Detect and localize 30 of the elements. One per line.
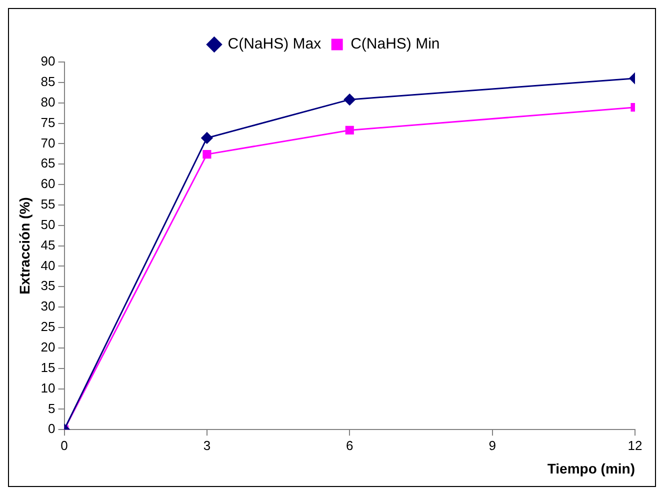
y-axis-title: Extracción (%) — [16, 197, 32, 294]
y-tick-label: 80 — [40, 94, 56, 110]
y-tick-label: 60 — [40, 176, 56, 192]
y-tick-label: 90 — [40, 54, 56, 69]
x-tick-label: 6 — [346, 438, 354, 453]
y-tick-label: 75 — [40, 114, 56, 130]
y-tick-label: 65 — [40, 156, 56, 171]
y-tick-label: 45 — [40, 237, 56, 252]
y-tick-label: 40 — [40, 258, 56, 273]
legend-label: C(NaHS) Min — [350, 36, 440, 53]
y-tick-label: 55 — [40, 196, 56, 212]
x-axis-title: Tiempo (min) — [547, 460, 635, 476]
legend-label: C(NaHS) Max — [228, 36, 322, 53]
x-tick-label: 12 — [628, 438, 642, 453]
x-tick-label: 0 — [60, 438, 68, 453]
y-tick-label: 20 — [40, 339, 56, 354]
y-tick-label: 35 — [40, 278, 56, 294]
x-tick-label: 3 — [203, 438, 211, 453]
y-tick-label: 70 — [40, 135, 56, 150]
y-tick-label: 30 — [40, 298, 56, 314]
y-tick-label: 15 — [40, 360, 56, 375]
x-tick-label: 9 — [488, 438, 496, 453]
y-tick-label: 85 — [40, 74, 56, 89]
y-tick-label: 25 — [40, 319, 56, 334]
y-tick-label: 10 — [40, 380, 56, 396]
point — [202, 150, 212, 159]
point — [345, 126, 354, 134]
y-tick-label: 0 — [48, 421, 56, 436]
y-tick-label: 5 — [48, 400, 56, 416]
y-tick-label: 50 — [40, 216, 56, 232]
